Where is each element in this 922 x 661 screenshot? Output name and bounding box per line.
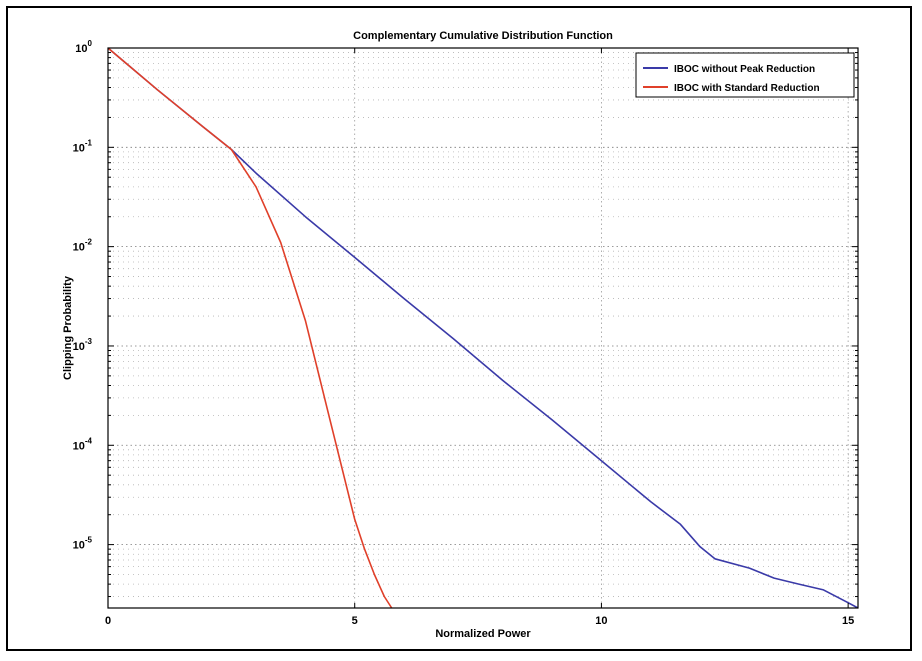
series-line-without-reduction	[107, 47, 859, 609]
tick-marks	[107, 48, 858, 608]
x-axis-label: Normalized Power	[435, 628, 531, 640]
y-tick-label: 10-1	[73, 138, 93, 154]
legend-label-with-reduction: IBOC with Standard Reduction	[674, 83, 820, 94]
legend-label-without-reduction: IBOC without Peak Reduction	[674, 64, 815, 75]
series-layer	[107, 47, 859, 609]
x-tick-label: 10	[595, 615, 607, 627]
x-tick-label: 15	[842, 615, 854, 627]
y-tick-labels: 100 10-1 10-2 10-3 10-4 10-5	[73, 39, 93, 552]
plot-border	[107, 47, 859, 609]
chart-title: Complementary Cumulative Distribution Fu…	[353, 30, 613, 42]
x-tick-label: 5	[352, 615, 358, 627]
series-line-with-reduction	[107, 47, 393, 609]
y-tick-label: 10-4	[73, 436, 93, 452]
legend: IBOC without Peak Reduction IBOC with St…	[635, 52, 855, 98]
y-tick-label: 10-5	[73, 536, 93, 552]
y-axis-label: Clipping Probability	[62, 275, 74, 380]
y-tick-label: 100	[75, 39, 92, 55]
y-tick-label: 10-3	[73, 337, 93, 353]
x-tick-label: 0	[105, 615, 111, 627]
y-tick-label: 10-2	[73, 238, 93, 254]
legend-box	[635, 52, 855, 98]
x-tick-labels: 0 5 10 15	[105, 615, 854, 627]
grid-lines	[107, 48, 858, 608]
plot-area	[107, 47, 859, 609]
